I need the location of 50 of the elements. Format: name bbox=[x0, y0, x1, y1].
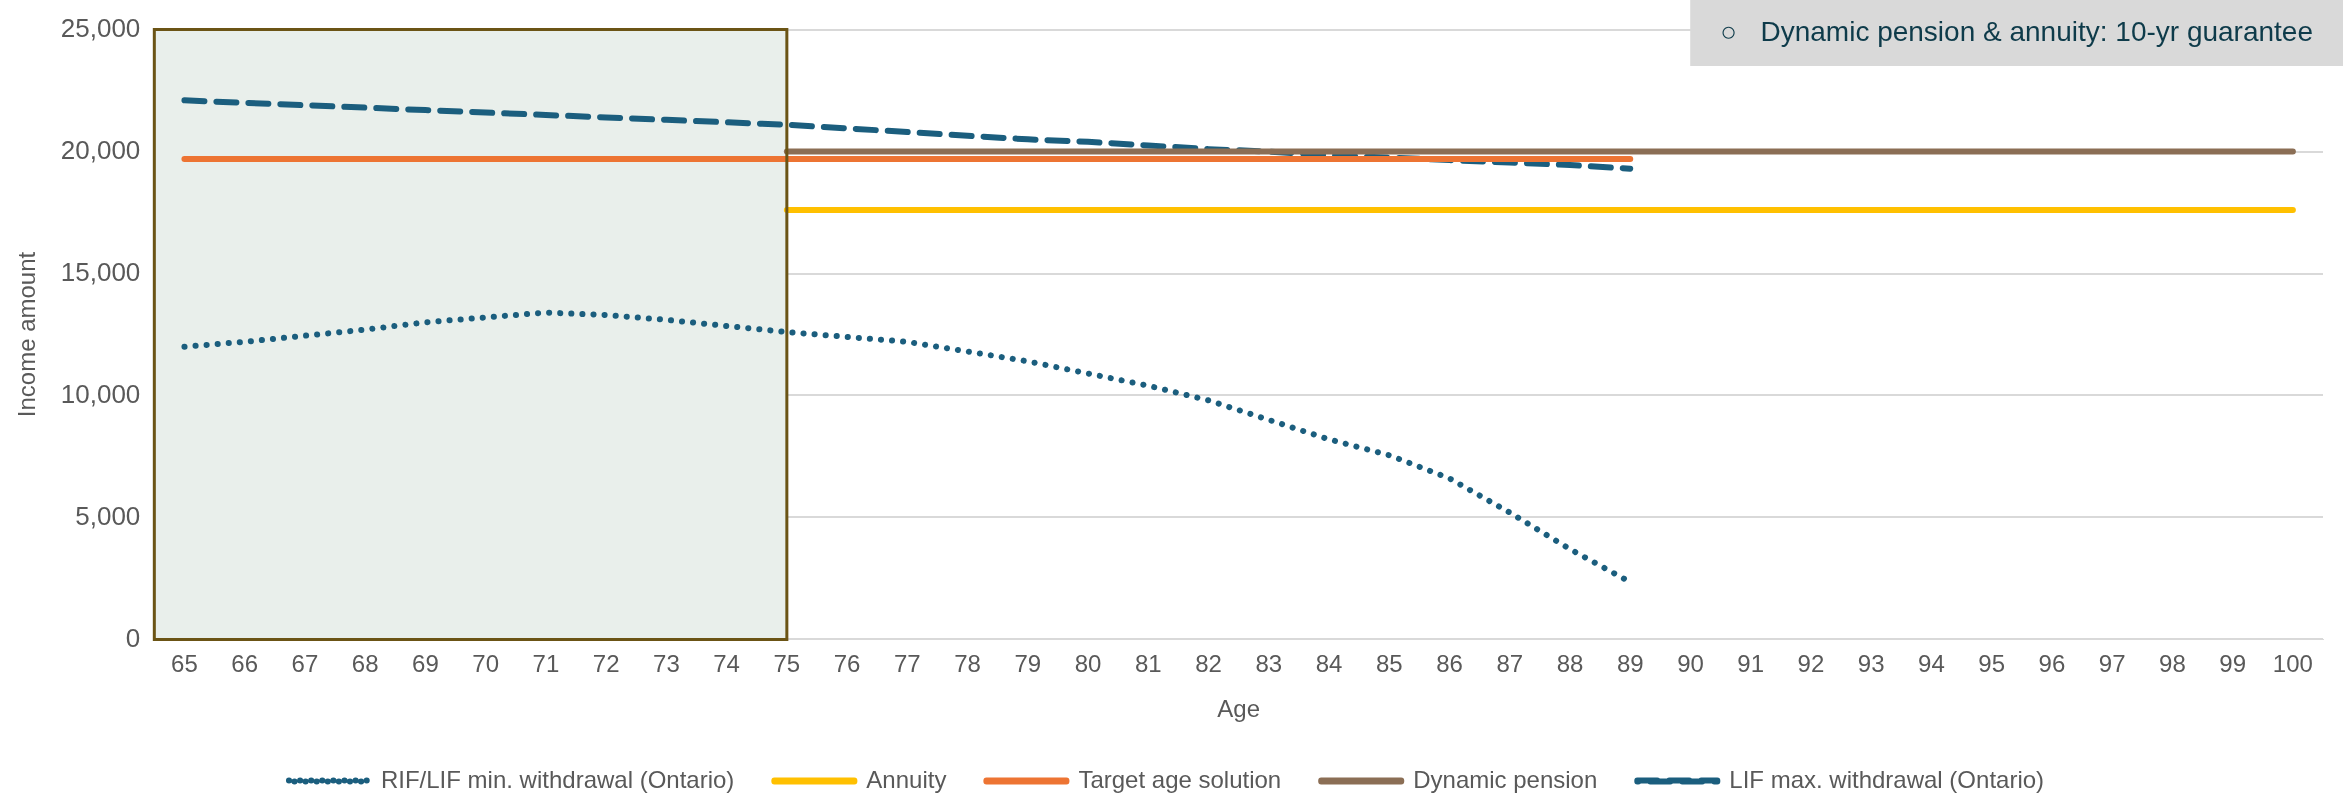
x-tick-label: 80 bbox=[1074, 650, 1102, 678]
x-tick-label: 83 bbox=[1255, 650, 1283, 678]
x-tick-label: 73 bbox=[653, 650, 680, 678]
x-tick-label: 93 bbox=[1857, 650, 1885, 678]
x-tick-label: 78 bbox=[954, 650, 981, 678]
x-tick-label: 90 bbox=[1677, 650, 1704, 678]
x-tick-label: 95 bbox=[1978, 650, 2006, 678]
y-tick-label: 0 bbox=[125, 622, 141, 653]
x-tick-label: 85 bbox=[1375, 650, 1403, 678]
x-tick-label: 71 bbox=[532, 650, 560, 678]
legend-label: Target age solution bbox=[1078, 765, 1282, 793]
x-tick-label: 87 bbox=[1496, 650, 1524, 678]
x-tick-label: 76 bbox=[833, 650, 861, 678]
x-tick-label: 91 bbox=[1737, 650, 1765, 678]
x-tick-label: 92 bbox=[1797, 650, 1825, 678]
x-tick-label: 68 bbox=[351, 650, 379, 678]
x-tick-label: 97 bbox=[2098, 650, 2126, 678]
x-tick-label: 100 bbox=[2272, 650, 2313, 678]
legend-label: Dynamic pension bbox=[1413, 765, 1598, 793]
x-tick-label: 84 bbox=[1315, 650, 1343, 678]
x-tick-label: 88 bbox=[1556, 650, 1584, 678]
x-tick-label: 82 bbox=[1195, 650, 1222, 678]
x-tick-label: 98 bbox=[2159, 650, 2186, 678]
legend-label: Annuity bbox=[866, 765, 947, 793]
x-tick-label: 70 bbox=[472, 650, 499, 678]
x-tick-label: 66 bbox=[231, 650, 259, 678]
x-tick-label: 89 bbox=[1616, 650, 1644, 678]
x-tick-label: 79 bbox=[1014, 650, 1042, 678]
x-tick-label: 81 bbox=[1134, 650, 1162, 678]
x-tick-label: 75 bbox=[773, 650, 801, 678]
x-tick-label: 74 bbox=[713, 650, 740, 678]
y-tick-label: 20,000 bbox=[60, 134, 141, 165]
x-tick-label: 69 bbox=[412, 650, 439, 678]
x-tick-label: 99 bbox=[2219, 650, 2246, 678]
y-tick-label: 10,000 bbox=[60, 378, 141, 409]
x-tick-label: 96 bbox=[2038, 650, 2066, 678]
y-tick-label: 15,000 bbox=[60, 256, 141, 287]
x-tick-label: 86 bbox=[1436, 650, 1463, 678]
x-tick-label: 94 bbox=[1918, 650, 1945, 678]
y-axis-title: Income amount bbox=[13, 251, 41, 418]
x-tick-label: 72 bbox=[592, 650, 620, 678]
y-tick-label: 5,000 bbox=[75, 500, 141, 531]
annotation: ○ Dynamic pension & annuity: 10-yr guarantee bbox=[1720, 15, 2314, 47]
x-axis-title: Age bbox=[1217, 695, 1261, 723]
legend-label: RIF/LIF min. withdrawal (Ontario) bbox=[380, 765, 735, 793]
x-tick-label: 77 bbox=[893, 650, 921, 678]
y-tick-label: 25,000 bbox=[60, 12, 141, 43]
x-tick-label: 65 bbox=[171, 650, 198, 678]
x-tick-label: 67 bbox=[291, 650, 319, 678]
legend-label: LIF max. withdrawal (Ontario) bbox=[1729, 765, 2045, 793]
